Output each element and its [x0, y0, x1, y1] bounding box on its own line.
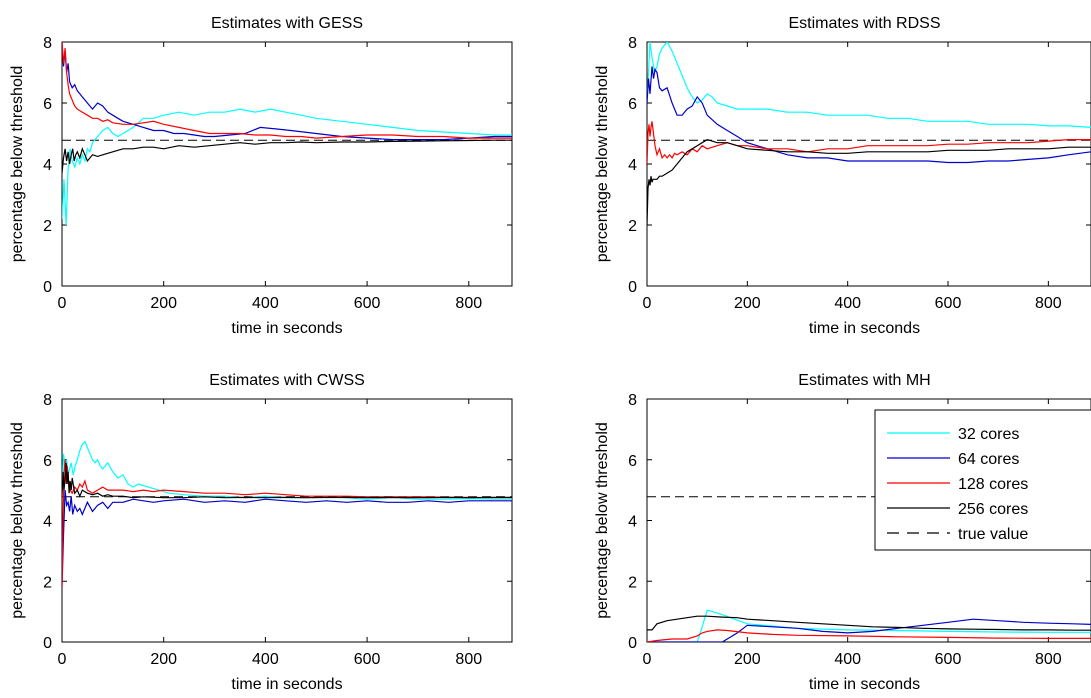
series-line-2: [62, 42, 512, 141]
legend-label: 32 cores: [958, 426, 1019, 443]
x-tick-label: 600: [935, 651, 962, 668]
x-tick-label: 200: [150, 651, 177, 668]
chart-panel-4: Estimates with MH 0 200 400 600 800 0 2 4 6 8 time …: [594, 372, 1091, 693]
series-line-2: [647, 66, 1091, 164]
series-line-4: [647, 615, 1091, 631]
series-line-3: [647, 629, 1091, 642]
y-tick-label: 2: [628, 574, 637, 591]
y-tick-label: 0: [43, 635, 52, 652]
legend: 32 cores 64 cores 128 cores 256 cores true v…: [874, 409, 1091, 551]
y-tick-label: 2: [43, 574, 52, 591]
x-axis-label: time in seconds: [231, 676, 342, 693]
x-tick-label: 800: [455, 295, 482, 312]
y-tick-label: 4: [43, 157, 52, 174]
x-axis-label: time in seconds: [809, 320, 920, 337]
y-tick-label: 2: [628, 218, 637, 235]
y-tick-label: 6: [628, 453, 637, 470]
y-tick-label: 0: [43, 279, 52, 296]
y-tick-label: 8: [43, 35, 52, 52]
x-tick-label: 800: [1035, 651, 1062, 668]
chart-title: Estimates with RDSS: [788, 15, 940, 32]
y-tick-label: 8: [628, 392, 637, 409]
series-line-3: [62, 42, 512, 139]
series-line-1: [647, 42, 1091, 128]
y-tick-label: 8: [628, 35, 637, 52]
x-tick-label: 200: [734, 295, 761, 312]
y-tick-label: 4: [628, 514, 637, 531]
y-tick-label: 0: [628, 635, 637, 652]
legend-label: 256 cores: [958, 501, 1028, 518]
y-tick-label: 6: [43, 453, 52, 470]
x-tick-label: 400: [834, 295, 861, 312]
legend-label: 128 cores: [958, 476, 1028, 493]
x-tick-label: 0: [643, 295, 652, 312]
series-line-2: [647, 618, 1091, 642]
plot-frame: [61, 41, 513, 287]
y-tick-label: 6: [628, 96, 637, 113]
y-axis-label: percentage below threshold: [9, 66, 26, 263]
x-axis-label: time in seconds: [231, 320, 342, 337]
series-line-4: [62, 139, 512, 174]
y-tick-label: 0: [628, 279, 637, 296]
y-tick-label: 2: [43, 218, 52, 235]
y-axis-label: percentage below threshold: [594, 66, 611, 263]
x-tick-label: 0: [58, 651, 67, 668]
chart-title: Estimates with MH: [798, 372, 930, 389]
x-tick-label: 800: [1035, 295, 1062, 312]
chart-panel-3: Estimates with CWSS 0 200 400 600 800 0 2 4 6 8 tim…: [9, 372, 513, 693]
chart-panel-1: Estimates with GESS 0 200 400 600 800 0 2 4 6 8 tim…: [9, 15, 513, 337]
series-line-1: [62, 108, 512, 226]
chart-title: Estimates with CWSS: [209, 372, 365, 389]
series-line-3: [62, 459, 512, 588]
y-tick-label: 8: [43, 392, 52, 409]
y-axis-label: percentage below threshold: [9, 422, 26, 619]
x-tick-label: 400: [252, 295, 279, 312]
x-tick-label: 400: [834, 651, 861, 668]
series-line-1: [647, 609, 1091, 642]
x-tick-label: 0: [643, 651, 652, 668]
x-tick-label: 400: [252, 651, 279, 668]
x-axis-label: time in seconds: [809, 676, 920, 693]
x-tick-label: 800: [455, 651, 482, 668]
x-tick-label: 600: [935, 295, 962, 312]
y-tick-label: 6: [43, 96, 52, 113]
series-line-4: [647, 138, 1091, 226]
series-line-2: [62, 490, 512, 588]
chart-panel-2: Estimates with RDSS 0 200 400 600 800 0 2 4 6 8 tim…: [594, 15, 1091, 337]
x-tick-label: 600: [354, 651, 381, 668]
plot-frame: [646, 41, 1091, 287]
x-tick-label: 200: [150, 295, 177, 312]
x-tick-label: 0: [58, 295, 67, 312]
plot-frame: [61, 398, 513, 643]
x-tick-label: 600: [354, 295, 381, 312]
series-line-4: [62, 462, 512, 499]
x-tick-label: 200: [734, 651, 761, 668]
y-tick-label: 4: [628, 157, 637, 174]
legend-label: true value: [958, 526, 1028, 543]
chart-title: Estimates with GESS: [211, 15, 363, 32]
y-tick-label: 4: [43, 514, 52, 531]
series-line-3: [647, 121, 1091, 165]
legend-label: 64 cores: [958, 451, 1019, 468]
y-axis-label: percentage below threshold: [594, 422, 611, 619]
